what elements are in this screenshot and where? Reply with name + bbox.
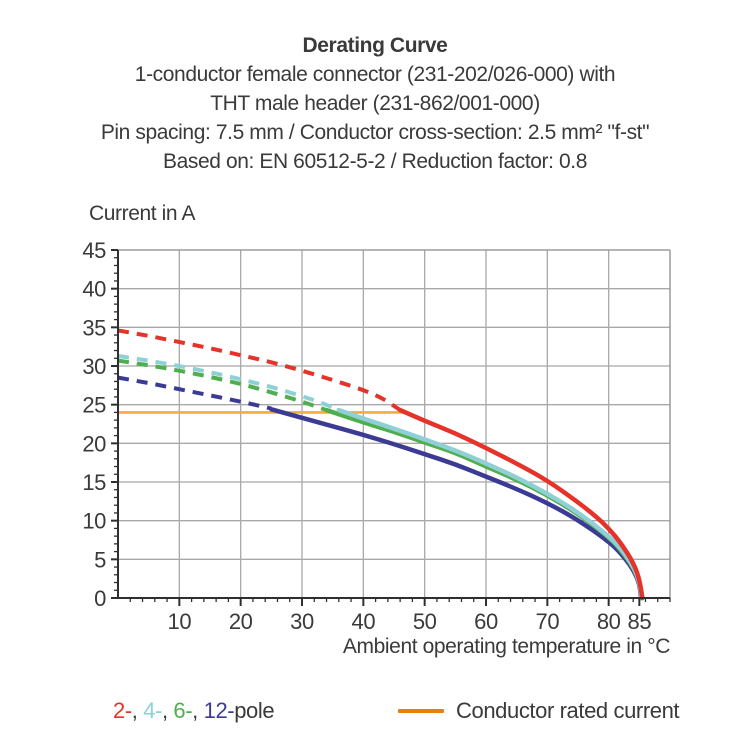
- curve-dashed-12-pole: [117, 375, 272, 411]
- pole-separator: ,: [131, 698, 144, 723]
- subtitle-line-3: Pin spacing: 7.5 mm / Conductor cross-se…: [100, 121, 650, 144]
- rated-current-label: Conductor rated current: [456, 698, 680, 723]
- y-tick-label: 20: [82, 431, 106, 456]
- chart-title: Derating Curve: [302, 34, 448, 57]
- curve-dashed-2-pole: [117, 328, 402, 412]
- pole-label-12: 12-: [203, 698, 235, 723]
- pole-separator: ,: [161, 698, 174, 723]
- pole-separator: ,: [192, 698, 204, 723]
- x-tick-label: 85: [627, 609, 651, 634]
- curve-dashed-6-pole: [117, 358, 328, 412]
- y-tick-label: 25: [82, 393, 106, 418]
- y-tick-label: 15: [82, 470, 106, 495]
- x-tick-label: 70: [535, 609, 559, 634]
- y-tick-label: 35: [82, 315, 106, 340]
- y-tick-label: 0: [94, 586, 106, 611]
- y-tick-label: 30: [82, 354, 106, 379]
- curve-dashed-4-pole: [117, 353, 340, 412]
- curve-solid-4-pole: [336, 407, 645, 601]
- y-tick-label: 10: [82, 509, 106, 534]
- y-tick-label: 40: [82, 277, 106, 302]
- y-tick-label: 45: [82, 238, 106, 263]
- curve-solid-12-pole: [269, 407, 644, 601]
- x-axis-title: Ambient operating temperature in °C: [342, 635, 670, 658]
- pole-label-2: 2-: [113, 698, 132, 723]
- x-tick-label: 30: [290, 609, 314, 634]
- x-tick-label: 50: [413, 609, 437, 634]
- legend-rated: Conductor rated current: [398, 698, 680, 724]
- x-tick-label: 10: [167, 609, 191, 634]
- pole-label-6: 6-: [173, 698, 193, 723]
- subtitle-line-1: 1-conductor female connector (231-202/02…: [134, 63, 616, 86]
- pole-suffix: pole: [234, 698, 275, 723]
- x-tick-label: 80: [597, 609, 621, 634]
- x-tick-label: 20: [229, 609, 253, 634]
- subtitle-line-4: Based on: EN 60512-5-2 / Reduction facto…: [162, 150, 588, 173]
- curve-solid-2-pole: [397, 407, 645, 601]
- x-tick-label: 60: [474, 609, 498, 634]
- legend-poles: 2-, 4-, 6-, 12-pole: [113, 698, 275, 724]
- y-axis-title: Current in A: [89, 202, 196, 225]
- pole-label-4: 4-: [143, 698, 162, 723]
- y-tick-label: 5: [94, 547, 106, 572]
- header-block: Derating Curve 1-conductor female connec…: [0, 31, 750, 176]
- x-tick-label: 40: [351, 609, 375, 634]
- rated-current-line-swatch: [398, 709, 444, 713]
- subtitle-line-2: THT male header (231-862/001-000): [210, 92, 540, 115]
